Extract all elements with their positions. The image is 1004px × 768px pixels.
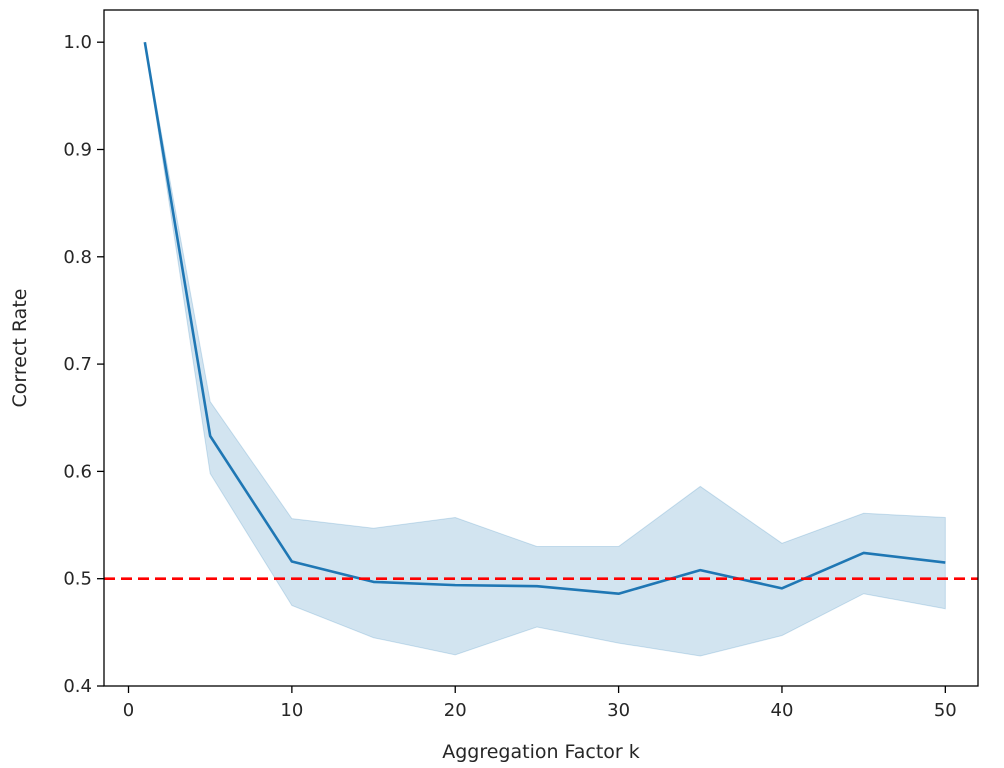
x-tick-label: 20 xyxy=(444,700,467,721)
series-line xyxy=(143,41,946,596)
x-axis-label: Aggregation Factor k xyxy=(442,741,640,763)
y-axis-ticks: 0.4 0.5 0.6 0.7 0.8 0.9 1.0 xyxy=(63,32,104,697)
x-tick-label: 30 xyxy=(607,700,630,721)
x-tick-label: 0 xyxy=(123,700,134,721)
x-tick-label: 10 xyxy=(280,700,303,721)
y-tick-label: 0.9 xyxy=(63,139,92,160)
confidence-band-area xyxy=(144,42,946,657)
confidence-band xyxy=(144,42,946,657)
x-tick-label: 40 xyxy=(771,700,794,721)
y-tick-label: 0.6 xyxy=(63,461,92,482)
y-tick-label: 1.0 xyxy=(63,32,92,53)
series-polyline xyxy=(143,41,946,596)
y-tick-label: 0.5 xyxy=(63,569,92,590)
y-tick-label: 0.4 xyxy=(63,676,92,697)
x-tick-label: 50 xyxy=(934,700,957,721)
y-axis-label: Correct Rate xyxy=(9,289,31,408)
y-tick-label: 0.8 xyxy=(63,247,92,268)
y-tick-label: 0.7 xyxy=(63,354,92,375)
x-axis-ticks: 0 10 20 30 40 50 xyxy=(123,686,957,721)
plot-frame xyxy=(103,9,979,687)
